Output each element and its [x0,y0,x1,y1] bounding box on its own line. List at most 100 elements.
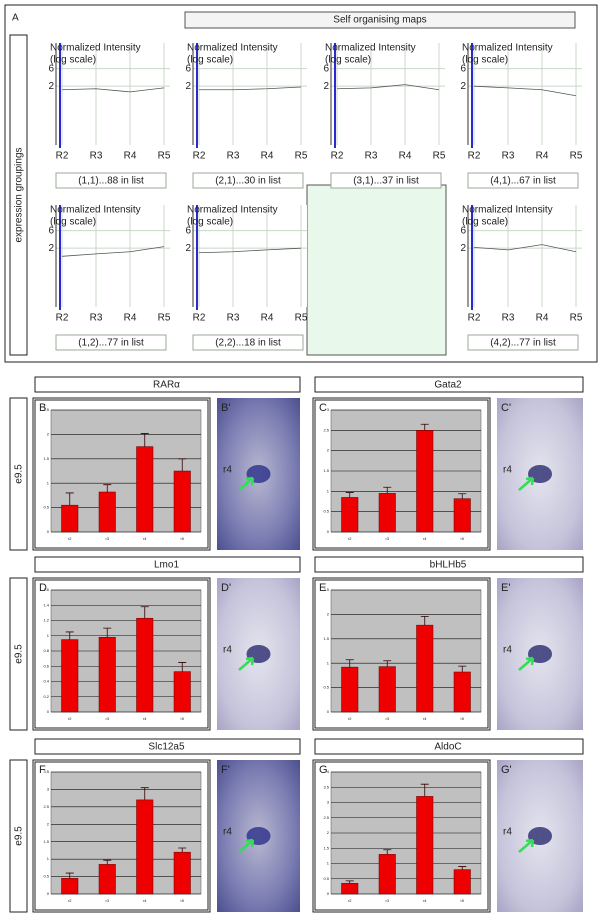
chart-subtitle: (log scale) [187,217,233,228]
panel-label: C [319,402,327,414]
series-line [61,246,165,257]
chart-title: Slc12a5 [148,742,185,753]
bar [173,470,191,533]
y-tick-label: 2.5 [323,587,329,592]
photo-label: F' [221,764,230,776]
photo-marker: r4 [503,465,512,476]
title-box [314,556,584,573]
y-tick-label: 0 [47,891,50,896]
x-tick-label: r4 [143,536,147,541]
chart-title: Lmo1 [154,560,179,571]
photo-label: D' [221,582,231,594]
y-tick-label: 0 [327,891,330,896]
x-tick-label: r4 [423,536,427,541]
x-tick-label: r3 [105,716,109,721]
x-tick-label: r5 [460,536,464,541]
plot-area [331,43,445,145]
photo-label: G' [501,764,512,776]
error-bar [178,662,187,672]
x-tick-label: r4 [143,898,147,903]
chart-subtitle: (log scale) [50,55,96,66]
y-tick-label: 3 [327,800,330,805]
row-label-box [9,759,28,913]
x-tick-label: R4 [124,313,137,324]
x-tick-label: r5 [460,898,464,903]
y-tick-label: 1 [327,861,330,866]
y-tick-label: 1.4 [43,602,49,607]
bar [98,491,116,533]
y-tick-label: 1.2 [43,618,49,623]
error-bar [420,783,429,797]
y-tick-label: 1.5 [43,839,49,844]
y-tick-label: 6 [185,63,191,74]
y-tick-label: 2 [48,81,54,92]
x-tick-label: r5 [180,716,184,721]
caption: (4,2)...77 in list [490,338,556,349]
bar [453,869,471,895]
x-tick-label: R4 [124,151,137,162]
series-line [198,247,302,254]
chart-subtitle: (log scale) [462,217,508,228]
x-tick-label: r2 [348,898,352,903]
x-tick-label: r5 [180,536,184,541]
y-tick-label: 2 [460,243,466,254]
caption: (4,1)...67 in list [490,176,556,187]
row-label: e9.5 [14,826,25,846]
y-tick-label: 0.5 [43,874,49,879]
plot-area [193,205,307,307]
bar [416,796,434,895]
error-bar [345,659,354,668]
title-box [314,376,584,393]
error-bar [140,433,149,447]
photo-marker: r4 [223,827,232,838]
arrow [518,476,535,491]
y-tick-label: 2 [460,81,466,92]
series-line [199,86,302,91]
bar [136,617,154,713]
bar [98,864,116,895]
x-tick-label: r2 [348,536,352,541]
y-tick-label: 2 [323,81,329,92]
x-tick-label: r5 [180,898,184,903]
panel-label: D [39,582,47,594]
error-bar [458,866,467,870]
x-tick-label: R2 [331,151,344,162]
bar [453,671,471,713]
x-tick-label: r3 [105,536,109,541]
y-label-box [9,34,28,356]
caption-box [192,334,304,351]
y-tick-label: 1 [327,660,330,665]
error-bar [420,615,429,626]
photo-label: B' [221,402,230,414]
y-tick-label: 0.8 [43,648,49,653]
x-tick-label: R5 [570,313,583,324]
y-label: expression groupings [14,147,25,242]
y-tick-label: 2 [327,611,330,616]
y-tick-label: 2 [327,830,330,835]
x-tick-label: r4 [423,716,427,721]
y-tick-label: 6 [460,63,466,74]
photo-marker: r4 [223,645,232,656]
y-tick-label: 2.5 [323,427,329,432]
bar [341,883,359,895]
bar [416,430,434,533]
bar [136,446,154,533]
bar [378,493,396,533]
photo-marker: r4 [503,645,512,656]
bar [136,799,154,895]
chart-subtitle: (log scale) [50,217,96,228]
caption-box [467,334,579,351]
y-tick-label: 2 [185,243,191,254]
chart-title: Normalized Intensity [462,43,553,54]
chart-title: Normalized Intensity [187,205,278,216]
bar [61,639,79,713]
chart-frame [312,759,491,913]
y-tick-label: 1.5 [323,636,329,641]
y-tick-label: 1 [327,488,330,493]
y-tick-label: 0 [327,709,330,714]
caption-box [330,172,442,189]
x-tick-label: r4 [143,716,147,721]
x-tick-label: R5 [570,151,583,162]
x-tick-label: R2 [468,313,481,324]
chart-frame [312,397,491,551]
